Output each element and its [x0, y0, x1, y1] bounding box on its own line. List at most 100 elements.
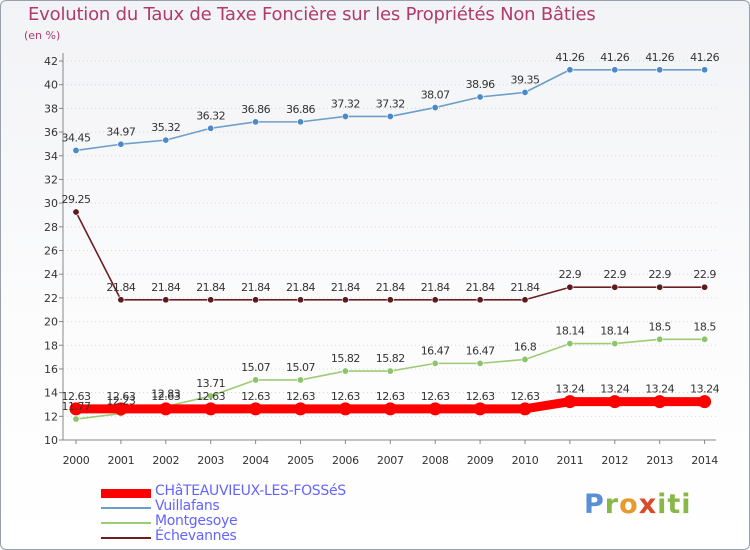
data-label-vuillafans-2008: 38.07: [421, 89, 450, 102]
chart-title: Evolution du Taux de Taxe Foncière sur l…: [28, 4, 596, 25]
x-tick-label-2014: 2014: [691, 454, 718, 467]
data-label-vuillafans-2010: 39.35: [511, 73, 540, 86]
data-label-chateauvieux-les-fosses-2002: 12.63: [151, 390, 180, 403]
data-label-montgesoye-2007: 15.82: [376, 352, 405, 365]
data-label-chateauvieux-les-fosses-2010: 12.63: [511, 390, 540, 403]
data-label-echevannes-2003: 21.84: [196, 281, 225, 294]
y-tick-label-34: 34: [44, 150, 58, 163]
x-tick-label-2011: 2011: [557, 454, 584, 467]
data-label-chateauvieux-les-fosses-2001: 12.63: [106, 390, 135, 403]
data-label-chateauvieux-les-fosses-2011: 13.24: [555, 383, 584, 396]
y-tick-label-24: 24: [44, 268, 58, 281]
data-point-vuillafans-2003: [207, 124, 215, 132]
data-label-vuillafans-2006: 37.32: [331, 97, 360, 110]
data-label-chateauvieux-les-fosses-2007: 12.63: [376, 390, 405, 403]
data-label-echevannes-2011: 22.9: [559, 268, 582, 281]
data-label-echevannes-2013: 22.9: [648, 268, 671, 281]
y-tick-label-18: 18: [44, 339, 58, 352]
data-label-vuillafans-2012: 41.26: [600, 51, 629, 64]
data-point-echevannes-2011: [566, 283, 574, 291]
data-point-vuillafans-2001: [117, 140, 125, 148]
data-point-echevannes-2010: [521, 296, 529, 304]
data-label-echevannes-2008: 21.84: [421, 281, 450, 294]
legend-swatch-echevannes: [101, 537, 151, 539]
data-point-chateauvieux-les-fosses-2002: [159, 402, 173, 416]
y-tick-label-38: 38: [44, 102, 58, 115]
data-label-vuillafans-2004: 36.86: [241, 103, 270, 116]
data-label-chateauvieux-les-fosses-2012: 13.24: [600, 383, 629, 396]
data-point-vuillafans-2008: [431, 104, 439, 112]
legend-label-vuillafans: Vuillafans: [155, 498, 220, 514]
data-label-vuillafans-2001: 34.97: [106, 125, 135, 138]
data-label-echevannes-2001: 21.84: [106, 281, 135, 294]
data-point-echevannes-2014: [701, 283, 709, 291]
series-vuillafans: [72, 66, 709, 154]
x-tick-label-2012: 2012: [601, 454, 628, 467]
data-label-echevannes-2005: 21.84: [286, 281, 315, 294]
data-label-chateauvieux-les-fosses-2009: 12.63: [466, 390, 495, 403]
data-point-vuillafans-2000: [72, 146, 80, 154]
y-tick-label-40: 40: [44, 79, 58, 92]
data-point-vuillafans-2009: [476, 93, 484, 101]
data-label-vuillafans-2014: 41.26: [690, 51, 719, 64]
y-tick-label-22: 22: [44, 292, 58, 305]
y-tick-label-32: 32: [44, 173, 58, 186]
data-point-echevannes-2002: [162, 296, 170, 304]
data-label-chateauvieux-les-fosses-2000: 12.63: [62, 390, 91, 403]
data-point-vuillafans-2014: [701, 66, 709, 74]
data-label-montgesoye-2006: 15.82: [331, 352, 360, 365]
series-echevannes: [72, 208, 709, 304]
data-label-montgesoye-2014: 18.5: [693, 320, 716, 333]
data-label-chateauvieux-les-fosses-2003: 12.63: [196, 390, 225, 403]
x-tick-label-2008: 2008: [422, 454, 449, 467]
data-point-chateauvieux-les-fosses-2008: [428, 402, 442, 416]
data-label-vuillafans-2011: 41.26: [555, 51, 584, 64]
x-tick-label-2003: 2003: [197, 454, 224, 467]
data-point-echevannes-2009: [476, 296, 484, 304]
data-label-montgesoye-2005: 15.07: [286, 361, 315, 374]
legend-label-echevannes: Échevannes: [155, 528, 237, 544]
y-tick-label-42: 42: [44, 55, 58, 68]
y-tick-label-30: 30: [44, 197, 58, 210]
data-point-montgesoye-2014: [701, 335, 709, 343]
data-label-vuillafans-2013: 41.26: [645, 51, 674, 64]
data-point-vuillafans-2007: [386, 112, 394, 120]
y-axis-unit-label: (en %): [24, 29, 61, 42]
x-tick-label-2006: 2006: [332, 454, 359, 467]
data-point-montgesoye-2010: [521, 355, 529, 363]
data-label-echevannes-2010: 21.84: [511, 281, 540, 294]
x-tick-label-2001: 2001: [108, 454, 135, 467]
data-label-echevannes-2007: 21.84: [376, 281, 405, 294]
data-point-chateauvieux-les-fosses-2012: [608, 395, 622, 409]
data-point-vuillafans-2002: [162, 136, 170, 144]
series-montgesoye: [72, 335, 709, 423]
data-label-echevannes-2012: 22.9: [604, 268, 627, 281]
data-point-vuillafans-2011: [566, 66, 574, 74]
data-point-echevannes-2008: [431, 296, 439, 304]
data-point-montgesoye-2012: [611, 340, 619, 348]
data-point-echevannes-2007: [386, 296, 394, 304]
data-point-vuillafans-2006: [341, 112, 349, 120]
data-point-echevannes-2005: [296, 296, 304, 304]
data-point-chateauvieux-les-fosses-2010: [518, 402, 532, 416]
y-tick-label-10: 10: [44, 434, 58, 447]
data-label-chateauvieux-les-fosses-2004: 12.63: [241, 390, 270, 403]
data-point-chateauvieux-les-fosses-2013: [653, 395, 667, 409]
data-point-chateauvieux-les-fosses-2001: [114, 402, 128, 416]
legend-label-chateauvieux: CHâTEAUVIEUX-LES-FOSSéS: [155, 483, 346, 499]
y-tick-label-28: 28: [44, 221, 58, 234]
data-label-vuillafans-2002: 35.32: [151, 121, 180, 134]
data-point-echevannes-2001: [117, 296, 125, 304]
data-point-vuillafans-2013: [656, 66, 664, 74]
data-point-chateauvieux-les-fosses-2000: [69, 402, 83, 416]
data-label-echevannes-2004: 21.84: [241, 281, 270, 294]
y-tick-label-12: 12: [44, 410, 58, 423]
data-label-chateauvieux-les-fosses-2014: 13.24: [690, 383, 719, 396]
data-point-chateauvieux-les-fosses-2005: [294, 402, 307, 416]
data-label-echevannes-2014: 22.9: [693, 268, 716, 281]
data-point-chateauvieux-les-fosses-2003: [204, 402, 218, 416]
data-point-montgesoye-2000: [72, 415, 80, 423]
data-point-echevannes-2006: [341, 296, 349, 304]
